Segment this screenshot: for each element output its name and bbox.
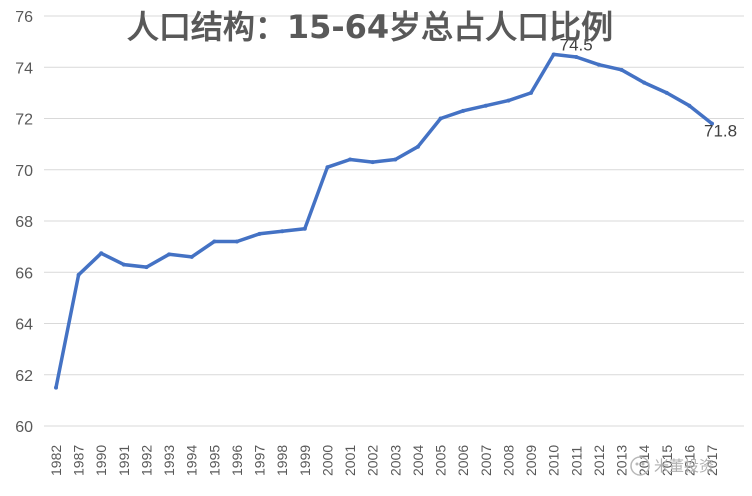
x-tick-label: 2003 — [387, 445, 403, 476]
x-tick-label: 2010 — [546, 445, 562, 476]
data-point — [167, 252, 172, 257]
data-point — [54, 385, 58, 390]
x-tick-label: 1991 — [116, 445, 132, 476]
data-point — [325, 165, 330, 170]
data-point — [415, 144, 420, 149]
data-point — [619, 67, 624, 72]
y-tick-label: 76 — [15, 9, 33, 26]
data-label: 71.8 — [704, 122, 737, 141]
x-tick-label: 1998 — [274, 445, 290, 476]
watermark: 米董投资 — [630, 456, 714, 476]
data-point — [76, 272, 81, 277]
data-point — [99, 251, 104, 256]
x-tick-label: 1990 — [93, 445, 109, 476]
data-point — [642, 80, 647, 85]
x-tick-label: 2002 — [365, 445, 381, 476]
x-tick-label: 1999 — [297, 445, 313, 476]
x-tick-label: 1982 — [48, 445, 64, 476]
data-labels: 74.5 71.8 — [560, 35, 737, 140]
x-tick-label: 2017 — [704, 445, 720, 476]
x-tick-label: 1994 — [184, 445, 200, 476]
y-tick-label: 62 — [15, 368, 33, 385]
data-point — [664, 90, 669, 95]
data-point — [144, 265, 149, 270]
x-tick-label: 1987 — [71, 445, 87, 476]
y-tick-label: 64 — [15, 317, 33, 334]
data-point — [370, 160, 375, 165]
data-point — [280, 229, 285, 234]
x-tick-label: 1996 — [229, 445, 245, 476]
data-point — [189, 254, 194, 259]
data-point — [551, 52, 556, 57]
y-axis-tick-labels: 60 62 64 66 68 70 72 74 76 — [15, 9, 33, 436]
x-axis-tick-labels: 1982 1987 1990 1991 1992 1993 1994 1995 1996 1997… — [48, 445, 720, 476]
data-point — [212, 239, 217, 244]
x-tick-label: 2009 — [523, 445, 539, 476]
series-group — [54, 52, 714, 390]
gridlines — [44, 15, 744, 427]
watermark-text: 米董投资 — [654, 457, 714, 475]
wechat-icon — [630, 456, 650, 476]
y-tick-label: 68 — [15, 214, 33, 231]
y-tick-label: 74 — [15, 60, 33, 77]
x-tick-label: 2013 — [614, 445, 630, 476]
data-point — [393, 157, 398, 162]
x-tick-label: 1993 — [161, 445, 177, 476]
x-tick-label: 2004 — [410, 445, 426, 476]
data-label: 74.5 — [560, 35, 593, 54]
x-tick-label: 2006 — [455, 445, 471, 476]
data-point — [461, 108, 466, 113]
x-tick-label: 2014 — [636, 445, 652, 476]
x-tick-label: 2012 — [591, 445, 607, 476]
y-tick-label: 72 — [15, 112, 33, 129]
y-tick-label: 60 — [15, 419, 33, 436]
series-line — [54, 52, 714, 390]
y-tick-label: 66 — [15, 265, 33, 282]
data-point — [257, 231, 262, 236]
x-tick-label: 2008 — [500, 445, 516, 476]
x-tick-label: 1997 — [252, 445, 268, 476]
x-tick-label: 2005 — [433, 445, 449, 476]
data-point — [483, 103, 488, 108]
data-point — [710, 121, 714, 126]
x-tick-label: 2016 — [681, 445, 697, 476]
data-point — [438, 116, 443, 121]
data-point — [302, 226, 307, 231]
chart-title: 人口结构：15-64岁总占人口比例 — [127, 8, 613, 46]
x-tick-label: 2011 — [568, 446, 584, 476]
data-point — [348, 157, 353, 162]
data-point — [121, 262, 126, 267]
data-point — [234, 239, 239, 244]
data-point — [506, 98, 511, 103]
x-tick-label: 2007 — [478, 445, 494, 476]
x-tick-label: 1992 — [138, 445, 154, 476]
data-point — [529, 90, 534, 95]
data-point — [687, 103, 692, 108]
y-tick-label: 70 — [15, 163, 33, 180]
x-tick-label: 2015 — [659, 445, 675, 476]
x-tick-label: 1995 — [206, 445, 222, 476]
x-tick-label: 2000 — [319, 445, 335, 476]
x-tick-label: 2001 — [342, 445, 358, 476]
data-point — [596, 62, 601, 67]
data-point — [574, 55, 579, 59]
